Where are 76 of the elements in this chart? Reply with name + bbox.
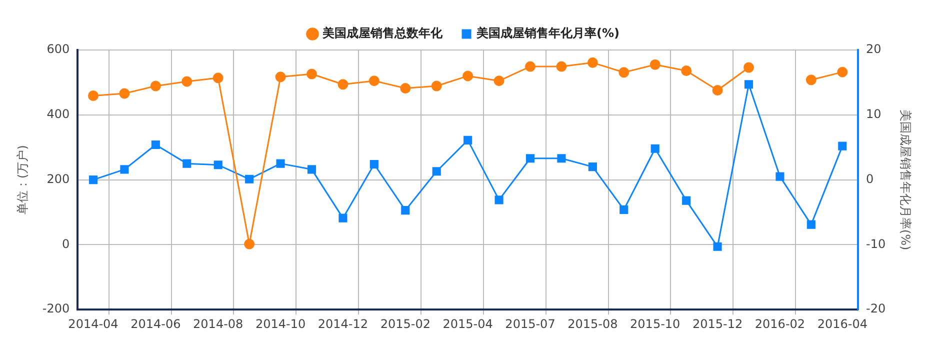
- point: [401, 206, 410, 215]
- point: [120, 165, 129, 174]
- x-tick-label: 2015-04: [442, 316, 493, 331]
- y2-tick-label: -20: [866, 302, 886, 316]
- point: [526, 154, 535, 163]
- x-tick-label: 2014-04: [68, 316, 118, 331]
- point: [524, 61, 536, 72]
- x-tick-label: 2014-06: [130, 316, 181, 331]
- point: [150, 80, 161, 92]
- point: [837, 66, 848, 78]
- y-tick-label: 400: [46, 107, 70, 122]
- point: [338, 79, 348, 90]
- point: [212, 72, 224, 84]
- point: [557, 154, 566, 163]
- x-tick-label: 2015-10: [630, 316, 680, 331]
- point: [245, 174, 254, 184]
- y-tick-label: 200: [46, 172, 70, 186]
- point: [620, 205, 628, 214]
- point: [650, 59, 660, 70]
- y2-axis-title: 美国成屋销售年化月率(%): [898, 109, 913, 250]
- point: [588, 162, 597, 172]
- point: [650, 144, 660, 153]
- point: [618, 67, 630, 78]
- point: [464, 136, 472, 144]
- x-tick-label: 2015-07: [505, 316, 556, 331]
- point: [276, 159, 285, 168]
- point: [275, 72, 286, 82]
- point: [88, 90, 98, 102]
- x-tick-label: 2015-08: [568, 316, 618, 331]
- point: [400, 83, 411, 94]
- point: [556, 61, 567, 72]
- x-tick-label: 2014-10: [255, 316, 306, 331]
- y-axis-title: 单位：(万户): [15, 145, 30, 214]
- point: [806, 220, 816, 229]
- y2-tick-label: 10: [866, 107, 882, 122]
- point: [682, 196, 691, 205]
- y-tick-label: 600: [46, 42, 70, 56]
- x-tick-label: 2016-04: [817, 316, 868, 331]
- x-tick-label: 2014-08: [193, 316, 244, 331]
- x-tick-label: 2016-02: [754, 316, 806, 331]
- point: [244, 238, 255, 250]
- point: [182, 159, 192, 168]
- point: [712, 84, 723, 96]
- point: [432, 167, 441, 176]
- y2-tick-label: 20: [866, 42, 882, 56]
- legend-label: 美国成屋销售年化月率(%): [476, 26, 620, 40]
- point: [431, 80, 442, 92]
- point: [713, 242, 722, 251]
- y2-tick-label: -10: [866, 236, 886, 251]
- point: [338, 214, 348, 222]
- point: [806, 74, 816, 86]
- point: [151, 140, 160, 150]
- x-tick-label: 2015-02: [380, 316, 430, 331]
- y-tick-label: 0: [62, 236, 70, 251]
- point: [462, 70, 474, 82]
- point: [494, 76, 504, 86]
- point: [494, 196, 504, 204]
- point: [88, 176, 98, 184]
- point: [119, 88, 130, 99]
- point: [370, 160, 378, 169]
- point: [776, 172, 784, 181]
- x-tick-label: 2015-12: [692, 316, 743, 331]
- point: [587, 57, 598, 68]
- point: [368, 76, 380, 86]
- point: [744, 62, 754, 73]
- point: [681, 66, 692, 76]
- point: [182, 76, 192, 87]
- point: [744, 80, 754, 89]
- point: [214, 160, 222, 170]
- point: [306, 68, 317, 80]
- point: [307, 165, 316, 174]
- legend-label: 美国成屋销售总数年化: [322, 26, 444, 40]
- y2-tick-label: 0: [866, 172, 874, 186]
- point: [838, 142, 847, 150]
- y-tick-label: -200: [42, 302, 70, 316]
- x-tick-label: 2014-12: [318, 316, 368, 331]
